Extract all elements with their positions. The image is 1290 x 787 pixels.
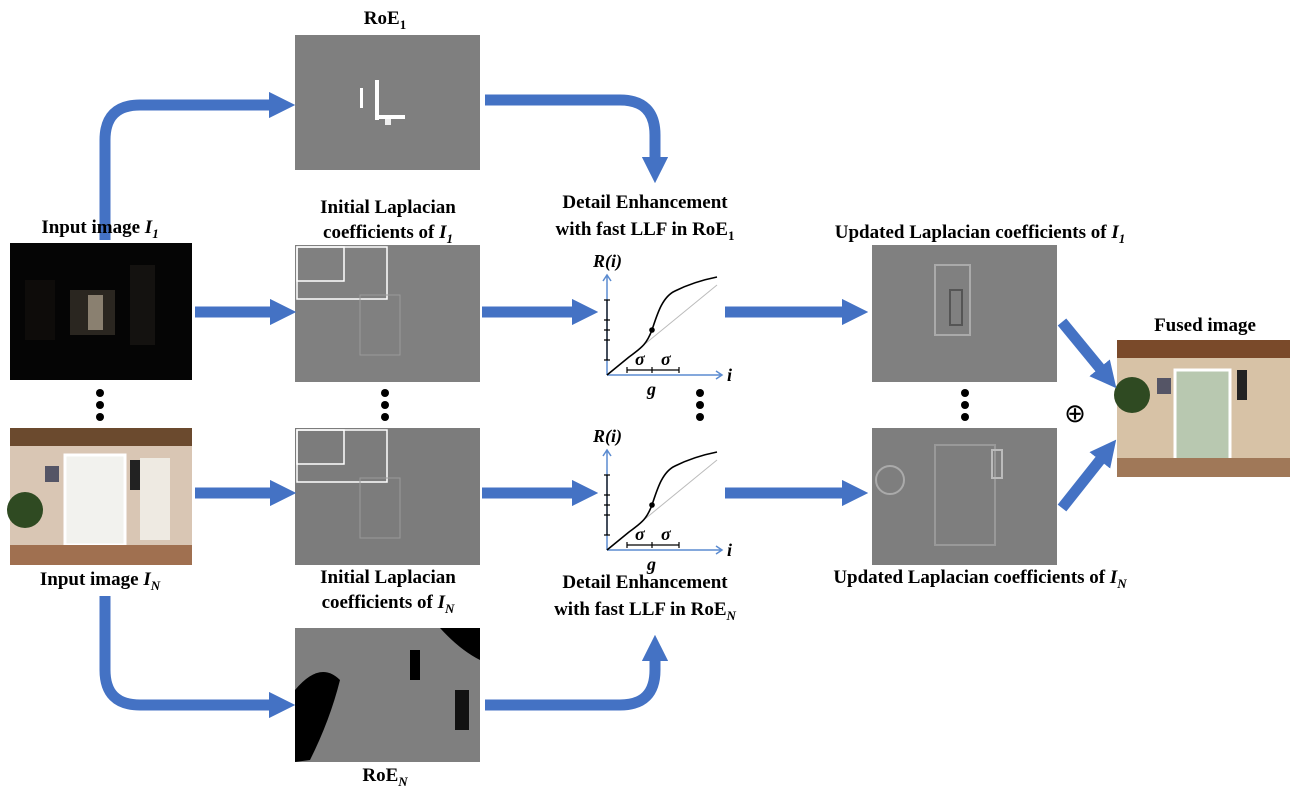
ellipsis-dot <box>961 389 969 397</box>
label: with fast LLF in <box>554 599 686 620</box>
ellipsis-dot <box>696 389 704 397</box>
label: Input image <box>41 217 140 238</box>
ellipsis-dot <box>96 389 104 397</box>
label: Input image <box>40 569 139 590</box>
label: Updated Laplacian coefficients of <box>833 567 1105 588</box>
arrow <box>105 596 282 705</box>
updated-top-label: Updated Laplacian coefficients of I1 <box>835 222 1125 246</box>
diagram: R(i)iσσgR(i)iσσg RoE1 Input image I1 Inp… <box>0 0 1290 787</box>
image <box>295 35 480 170</box>
subscript: 1 <box>728 228 735 243</box>
image-detail <box>455 690 469 730</box>
image-detail <box>1114 377 1150 413</box>
image-detail <box>45 466 59 482</box>
sigma-label: σ <box>661 349 672 369</box>
label: RoE <box>364 8 400 29</box>
sigma-label: σ <box>635 524 646 544</box>
fused-label: Fused image <box>1154 315 1256 336</box>
image-detail <box>130 265 155 345</box>
center-point <box>649 502 655 508</box>
image-detail <box>385 119 391 125</box>
roe: RoE <box>692 219 728 240</box>
image-detail <box>88 295 103 330</box>
updated-bottom-label: Updated Laplacian coefficients of IN <box>833 567 1127 591</box>
image-detail <box>360 88 363 108</box>
x-axis-label: i <box>727 540 732 560</box>
y-ticks <box>604 300 610 360</box>
subscript: 1 <box>400 17 407 32</box>
roe-top-label: RoE1 <box>364 8 406 32</box>
x-axis <box>607 546 722 554</box>
image-detail <box>65 455 125 545</box>
ellipsis-dot <box>96 401 104 409</box>
image-detail <box>1157 378 1171 394</box>
y-axis-label: R(i) <box>592 251 622 272</box>
image-detail <box>1175 370 1230 460</box>
roe-bottom-label: RoEN <box>362 765 408 787</box>
fusion-symbol: ⊕ <box>1064 399 1086 428</box>
subscript: N <box>1116 576 1127 591</box>
x-axis <box>607 371 722 379</box>
y-axis-label: R(i) <box>592 426 622 447</box>
label: coefficients of <box>323 222 435 243</box>
ellipsis-dot <box>381 389 389 397</box>
label: Updated Laplacian coefficients of <box>835 222 1107 243</box>
arrow <box>1062 322 1108 378</box>
image-detail <box>1117 458 1290 477</box>
g-label: g <box>646 554 656 574</box>
image-detail <box>130 460 140 490</box>
ellipsis-dot <box>381 401 389 409</box>
x-axis-label: i <box>727 365 732 385</box>
image-detail <box>10 545 192 565</box>
laplacian-top-line2: coefficients of I1 <box>323 222 453 246</box>
subscript: 1 <box>1119 231 1126 246</box>
enhance-top-line1: Detail Enhancement <box>562 192 728 213</box>
image-detail <box>140 458 170 540</box>
image-detail <box>1117 340 1290 358</box>
image-detail <box>410 650 420 680</box>
ellipsis-dot <box>961 413 969 421</box>
input-top-label: Input image I1 <box>41 217 158 241</box>
ellipsis-dot <box>381 413 389 421</box>
enhance-top-line2: with fast LLF in RoE1 <box>556 219 735 243</box>
sigma-label: σ <box>635 349 646 369</box>
plot: R(i) i σσg <box>592 426 732 574</box>
input-bottom-label: Input image IN <box>40 569 161 593</box>
subscript: N <box>150 578 161 593</box>
subscript: N <box>444 601 455 616</box>
subscript: N <box>726 608 737 623</box>
enhance-bottom-line1: Detail Enhancement <box>562 572 728 593</box>
g-label: g <box>646 379 656 399</box>
sigma-label: σ <box>661 524 672 544</box>
ellipsis-dot <box>696 401 704 409</box>
laplacian-bottom-line2: coefficients of IN <box>322 592 455 616</box>
image-detail <box>7 492 43 528</box>
subscript: 1 <box>446 231 453 246</box>
ellipsis-dot <box>961 401 969 409</box>
subscript: 1 <box>152 226 159 241</box>
label: with fast LLF in <box>556 219 688 240</box>
image-detail <box>375 80 379 120</box>
ellipsis-dot <box>696 413 704 421</box>
enhance-bottom-line2: with fast LLF in RoEN <box>554 599 736 623</box>
arrow <box>1062 450 1108 508</box>
roe: RoE <box>691 599 727 620</box>
y-ticks <box>604 475 610 535</box>
label: coefficients of <box>322 592 434 613</box>
image-detail <box>1237 370 1247 400</box>
ellipsis-dot <box>96 413 104 421</box>
arrow <box>485 100 655 170</box>
center-point <box>649 327 655 333</box>
image-detail <box>25 280 55 340</box>
image-detail <box>375 115 405 119</box>
image-detail <box>10 428 192 446</box>
label: RoE <box>362 765 398 786</box>
laplacian-top-line1: Initial Laplacian <box>320 197 456 218</box>
subscript: N <box>397 774 408 787</box>
laplacian-bottom-line1: Initial Laplacian <box>320 567 456 588</box>
arrow <box>485 648 655 705</box>
